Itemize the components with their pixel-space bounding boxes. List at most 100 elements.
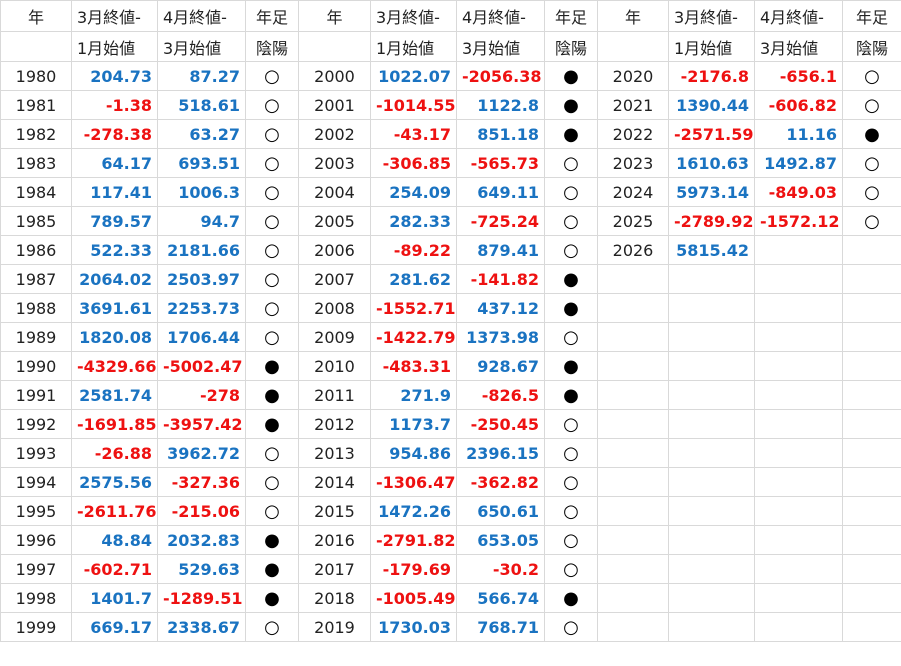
year-cell: 2016 [298,525,371,555]
change-q1-cell: 2581.74 [71,380,158,410]
year-cell [597,583,669,613]
table-row: 1981 -1.38 518.61 ○ 2001 -1014.55 1122.8 ● 2021 1… [0,90,901,120]
year-cell: 2009 [298,322,371,352]
change-q2-cell: 649.11 [456,177,545,207]
candle-cell: ● [245,554,299,584]
change-q2-cell [754,380,843,410]
header-year: 年 [0,0,72,32]
change-q1-cell: 5815.42 [668,235,755,265]
change-q2-cell: 2181.66 [157,235,246,265]
header-col-c-sub: 陰陽 [544,31,598,62]
candle-cell: ● [544,61,598,91]
year-cell: 1995 [0,496,72,526]
table-row: 1984 117.41 1006.3 ○ 2004 254.09 649.11 ○ 2024 59… [0,177,901,207]
year-cell [597,612,669,642]
candle-cell [842,351,901,381]
change-q1-cell: 271.9 [370,380,457,410]
change-q1-cell: 5973.14 [668,177,755,207]
change-q2-cell: 11.16 [754,119,843,149]
change-q1-cell: 254.09 [370,177,457,207]
candle-cell: ○ [544,467,598,497]
change-q1-cell [668,264,755,294]
header-col-b: 4月終値- [456,0,545,32]
year-cell: 2019 [298,612,371,642]
change-q1-cell: 954.86 [370,438,457,468]
header-col-a: 3月終値- [370,0,457,32]
change-q1-cell [668,583,755,613]
year-cell: 2018 [298,583,371,613]
candle-cell: ○ [544,612,598,642]
year-cell: 2007 [298,264,371,294]
candle-cell: ○ [245,496,299,526]
header-col-c: 年足 [544,0,598,32]
year-cell: 1986 [0,235,72,265]
year-cell: 2014 [298,467,371,497]
change-q1-cell: 2064.02 [71,264,158,294]
year-cell: 1991 [0,380,72,410]
change-q1-cell: 64.17 [71,148,158,178]
change-q1-cell: 1820.08 [71,322,158,352]
year-cell: 1990 [0,351,72,381]
change-q2-cell: -826.5 [456,380,545,410]
header-col-a: 3月終値- [668,0,755,32]
change-q1-cell: -1306.47 [370,467,457,497]
change-q1-cell: 789.57 [71,206,158,236]
year-cell: 2002 [298,119,371,149]
change-q1-cell: 117.41 [71,177,158,207]
year-cell: 2000 [298,61,371,91]
change-q2-cell: -1289.51 [157,583,246,613]
header-col-b: 4月終値- [754,0,843,32]
change-q1-cell [668,438,755,468]
year-cell: 1993 [0,438,72,468]
change-q1-cell: 282.33 [370,206,457,236]
change-q1-cell: 522.33 [71,235,158,265]
change-q1-cell: 1022.07 [370,61,457,91]
change-q2-cell: 566.74 [456,583,545,613]
candle-cell [842,322,901,352]
change-q2-cell: 87.27 [157,61,246,91]
year-cell: 2023 [597,148,669,178]
year-cell: 2010 [298,351,371,381]
candle-cell [842,264,901,294]
change-q2-cell: -278 [157,380,246,410]
change-q1-cell: -2791.82 [370,525,457,555]
change-q1-cell: -179.69 [370,554,457,584]
change-q1-cell: 669.17 [71,612,158,642]
change-q1-cell: -2176.8 [668,61,755,91]
candle-cell: ○ [544,409,598,439]
data-table: 年 3月終値- 4月終値- 年足 年 3月終値- 4月終値- 年足 年 3月終値… [0,0,901,642]
year-cell: 2003 [298,148,371,178]
table-row: 1987 2064.02 2503.97 ○ 2007 281.62 -141.82 ● [0,264,901,294]
year-cell [597,554,669,584]
change-q2-cell: -3957.42 [157,409,246,439]
header-col-a-sub: 1月始値 [71,31,158,62]
change-q1-cell [668,409,755,439]
table-row: 1989 1820.08 1706.44 ○ 2009 -1422.79 1373.98 ○ [0,322,901,352]
header-col-a: 3月終値- [71,0,158,32]
change-q1-cell: -4329.66 [71,351,158,381]
candle-cell [842,612,901,642]
candle-cell [842,293,901,323]
candle-cell: ○ [245,61,299,91]
change-q2-cell: 2032.83 [157,525,246,555]
year-cell: 2020 [597,61,669,91]
change-q2-cell: 1122.8 [456,90,545,120]
year-cell: 2026 [597,235,669,265]
candle-cell: ● [544,90,598,120]
candle-cell [842,409,901,439]
change-q1-cell: -1005.49 [370,583,457,613]
header-col-c: 年足 [842,0,901,32]
header-col-b-sub: 3月始値 [754,31,843,62]
change-q1-cell [668,322,755,352]
change-q2-cell: 2253.73 [157,293,246,323]
candle-cell: ○ [544,525,598,555]
change-q2-cell: 94.7 [157,206,246,236]
candle-cell: ● [245,409,299,439]
change-q1-cell: 3691.61 [71,293,158,323]
change-q2-cell: -565.73 [456,148,545,178]
change-q2-cell: 437.12 [456,293,545,323]
change-q2-cell: -2056.38 [456,61,545,91]
candle-cell: ● [544,380,598,410]
candle-cell: ○ [544,177,598,207]
year-cell: 1996 [0,525,72,555]
